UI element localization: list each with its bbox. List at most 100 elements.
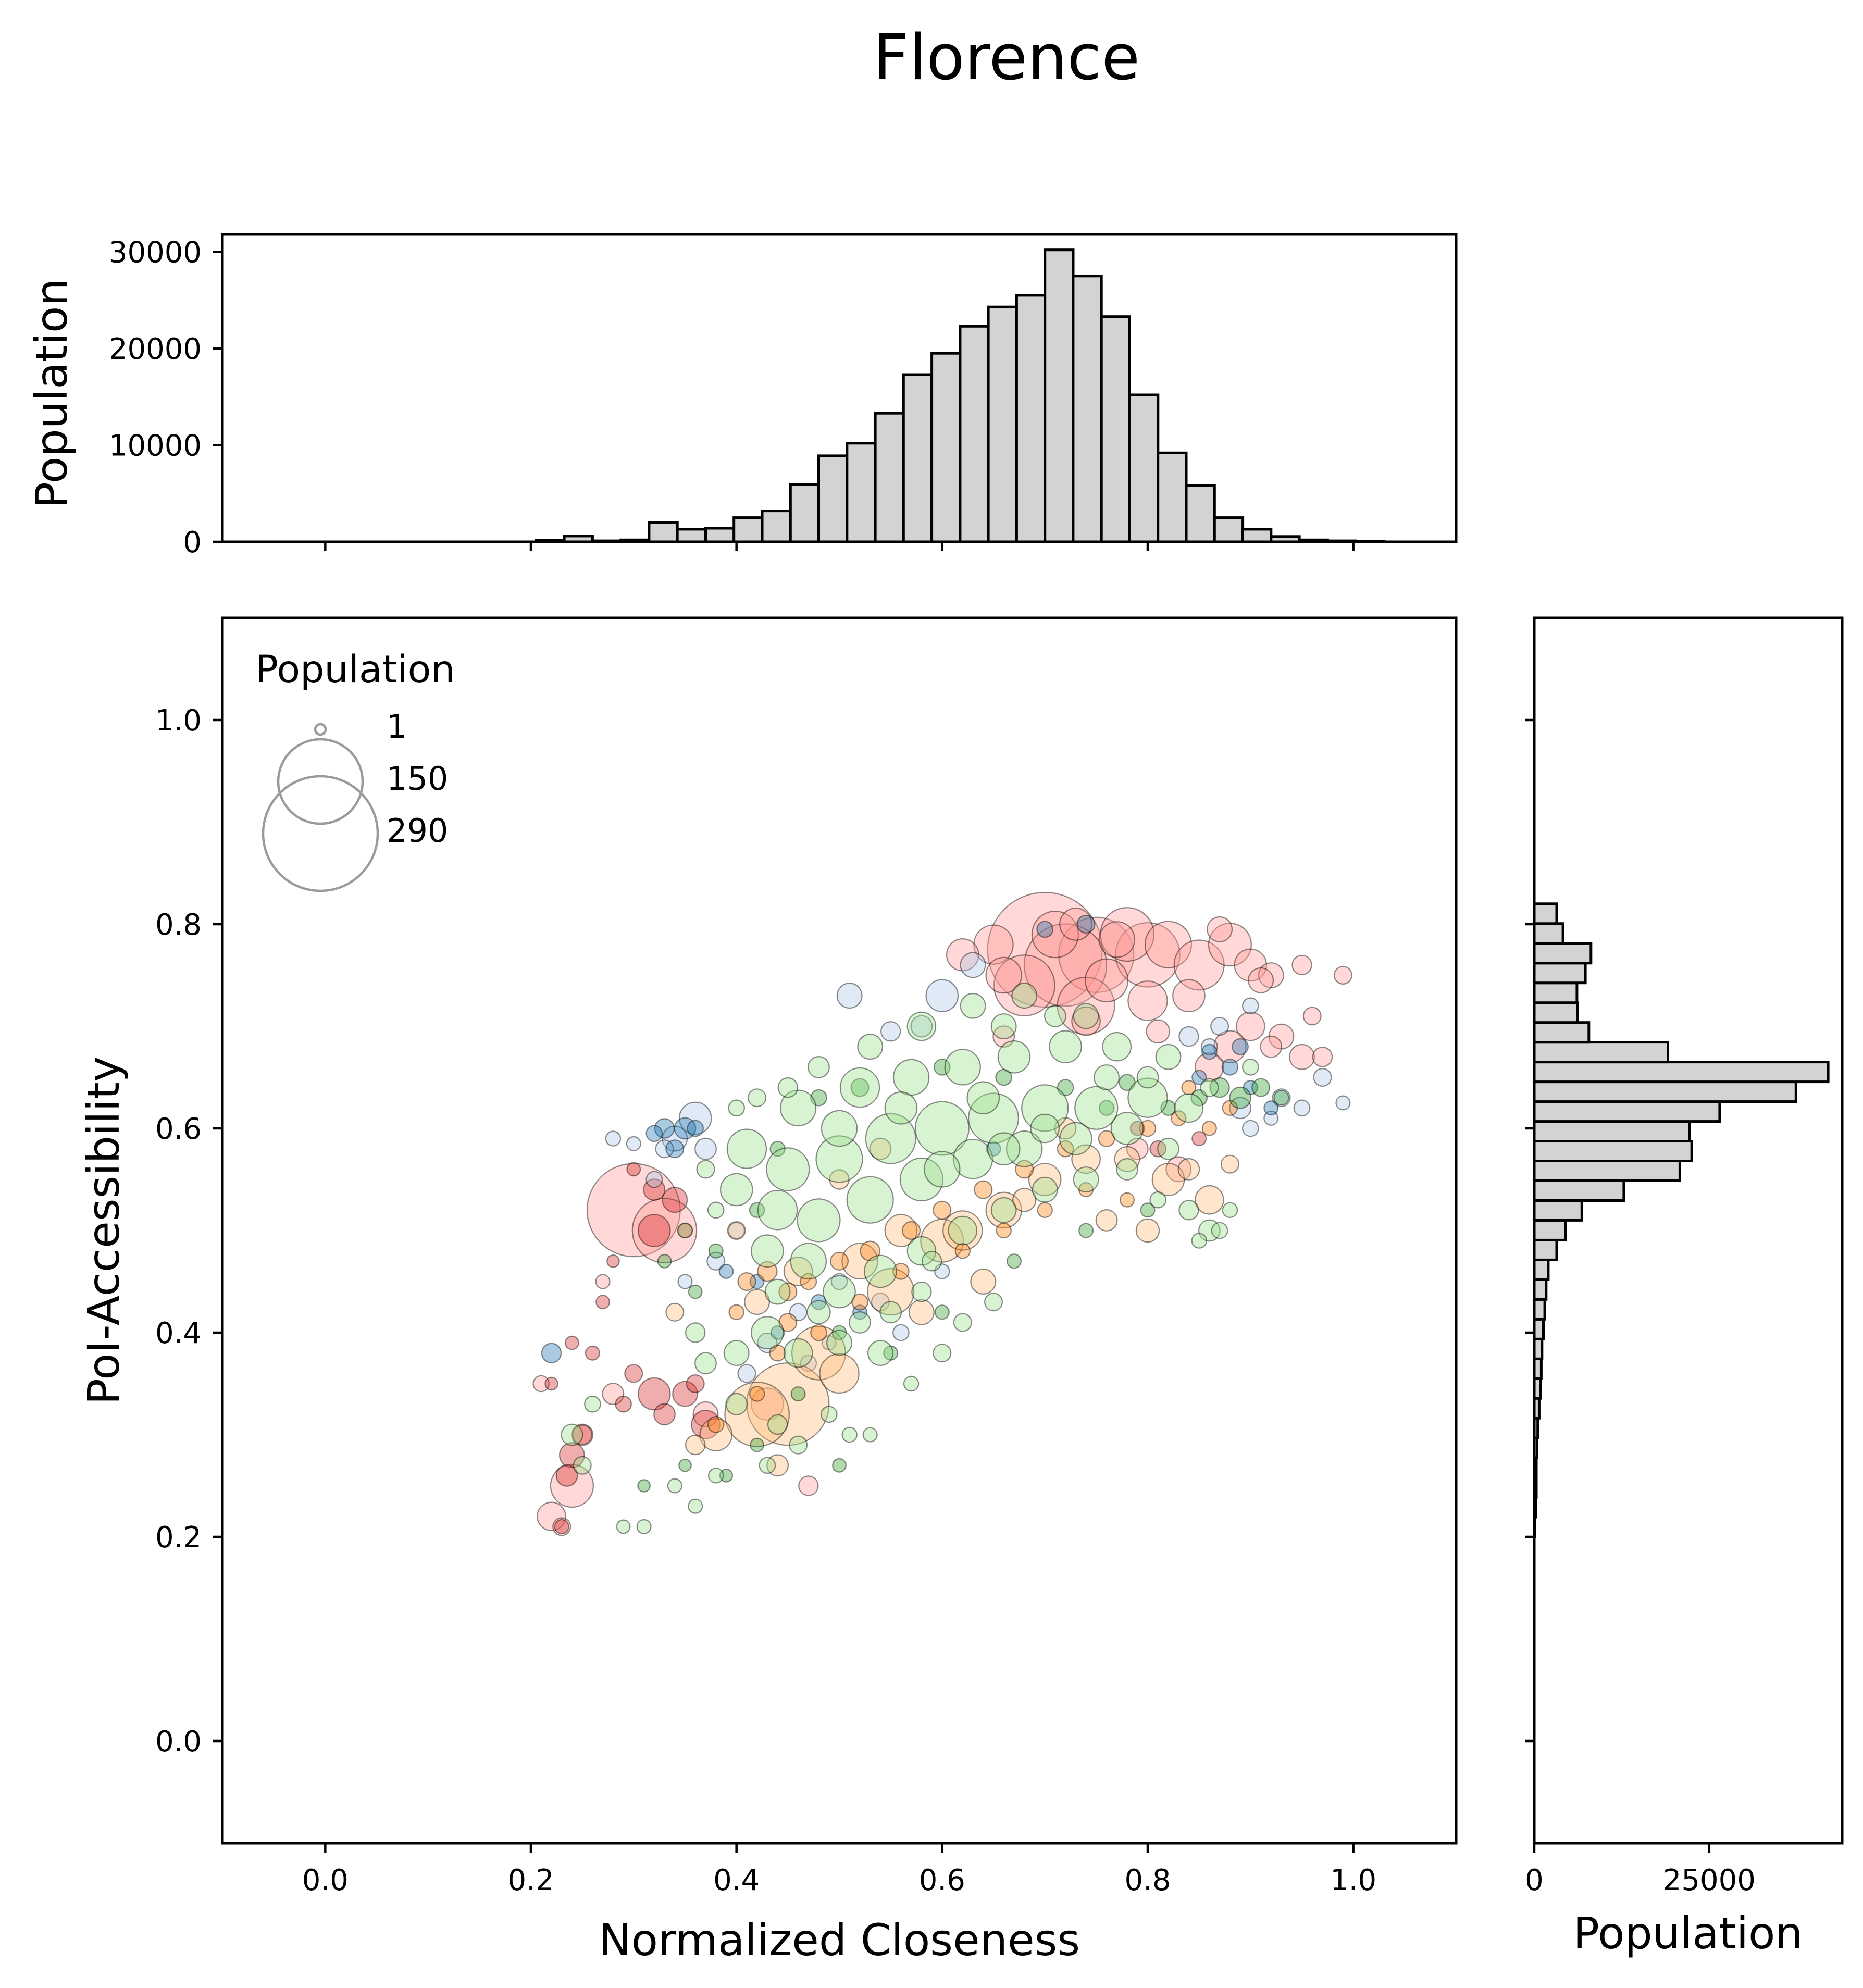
bubble-point bbox=[1201, 1038, 1218, 1055]
bubble-point bbox=[925, 979, 959, 1013]
top-histogram-bar bbox=[1157, 451, 1188, 543]
bubble-point bbox=[823, 1275, 856, 1309]
bubble-point bbox=[1181, 1080, 1197, 1096]
bubble-point bbox=[1160, 1100, 1176, 1116]
bubble-point bbox=[1095, 1209, 1118, 1232]
bubble-point bbox=[584, 1395, 601, 1413]
bubble-point bbox=[850, 1078, 870, 1097]
bubble-point bbox=[1021, 1084, 1069, 1132]
bubble-point bbox=[790, 1386, 806, 1402]
top-histogram-bar bbox=[817, 454, 849, 543]
bubble-point bbox=[708, 1243, 724, 1259]
scatter-y-tick-label: 0.4 bbox=[155, 1316, 202, 1350]
top-histogram-bar bbox=[789, 483, 821, 543]
top-histogram-bar bbox=[987, 305, 1018, 543]
bubble-point bbox=[595, 1295, 610, 1310]
bubble-point bbox=[841, 1242, 878, 1279]
bubble-scatter-plot: 0.0 0.2 0.4 0.6 0.8 1.0 0.0 0.2 0.4 0.6 0.8 1.0 No… bbox=[78, 616, 1458, 1966]
bubble-point bbox=[552, 1517, 572, 1536]
scatter-x-tick-label: 0.4 bbox=[713, 1863, 760, 1897]
right-histogram-bar bbox=[1533, 1258, 1550, 1281]
bubble-point bbox=[1191, 1233, 1207, 1249]
bubble-point bbox=[783, 1338, 813, 1368]
scatter-x-tick-label: 0.8 bbox=[1124, 1863, 1171, 1897]
bubble-point bbox=[1059, 1122, 1092, 1155]
top-histogram-bar bbox=[1044, 249, 1075, 543]
bubble-point bbox=[779, 1089, 817, 1126]
bubble-point bbox=[1094, 1064, 1120, 1090]
bubble-point bbox=[685, 1322, 706, 1343]
bubble-point bbox=[1289, 1043, 1315, 1070]
top-histogram-bar bbox=[902, 373, 934, 543]
bubble-point bbox=[821, 1110, 858, 1147]
size-legend: Population 1 150 290 bbox=[255, 648, 455, 892]
bubble-point bbox=[1242, 997, 1259, 1015]
bubble-point bbox=[906, 1236, 937, 1266]
bubble-point bbox=[1071, 1144, 1101, 1174]
bubble-point bbox=[1172, 979, 1206, 1013]
bubble-point bbox=[636, 1519, 652, 1534]
bubble-point bbox=[1120, 1192, 1135, 1208]
bubble-point bbox=[677, 1222, 693, 1239]
bubble-point bbox=[1272, 1088, 1291, 1108]
bubble-point bbox=[759, 1457, 776, 1474]
bubble-point bbox=[688, 1284, 703, 1299]
top-histogram-bar bbox=[1128, 393, 1160, 543]
bubble-point bbox=[561, 1423, 583, 1446]
right-histogram-bar bbox=[1533, 922, 1564, 945]
bubble-point bbox=[892, 1059, 930, 1096]
scatter-x-tick-label: 1.0 bbox=[1330, 1863, 1376, 1897]
bubble-point bbox=[1211, 1222, 1228, 1239]
bubble-point bbox=[657, 1253, 672, 1269]
bubble-point bbox=[1333, 965, 1352, 985]
bubble-point bbox=[1201, 1043, 1218, 1060]
bubble-point bbox=[1135, 1218, 1160, 1243]
bubble-point bbox=[1213, 1030, 1247, 1064]
bubble-point bbox=[839, 1067, 880, 1108]
bubble-point bbox=[1073, 1003, 1099, 1029]
bubble-point bbox=[800, 1273, 817, 1290]
bubble-point bbox=[777, 1077, 799, 1098]
size-legend-marker-1 bbox=[314, 723, 327, 736]
bubble-point bbox=[1049, 1030, 1082, 1064]
bubble-point bbox=[1059, 908, 1092, 941]
bubble-point bbox=[573, 1456, 592, 1475]
bubble-point bbox=[946, 938, 979, 972]
bubble-point bbox=[672, 1381, 698, 1407]
size-legend-title: Population bbox=[255, 648, 455, 692]
bubble-point bbox=[985, 1191, 1022, 1228]
bubble-point bbox=[992, 1025, 1015, 1048]
bubble-point bbox=[723, 1340, 750, 1366]
scatter-y-tick-label: 1.0 bbox=[155, 704, 202, 738]
top-histogram-bar bbox=[846, 442, 877, 543]
bubble-point bbox=[1028, 1163, 1062, 1196]
bubble-point bbox=[860, 1240, 880, 1261]
right-histogram-bar bbox=[1533, 1298, 1546, 1321]
right-histogram-x-axis-label: Population bbox=[1573, 1908, 1803, 1959]
bubble-point bbox=[914, 1101, 970, 1156]
bubble-point bbox=[933, 1200, 952, 1220]
bubble-point bbox=[766, 1454, 789, 1477]
bubble-point bbox=[808, 1055, 830, 1078]
bubble-point bbox=[960, 952, 986, 978]
bubble-point bbox=[1078, 1223, 1094, 1238]
bubble-point bbox=[1115, 922, 1181, 988]
size-legend-marker-290 bbox=[262, 775, 379, 892]
bubble-point bbox=[544, 1376, 558, 1391]
bubble-point bbox=[615, 1395, 632, 1413]
bubble-point bbox=[728, 1304, 744, 1320]
top-histogram-y-tick-label: 10000 bbox=[109, 429, 202, 463]
bubble-point bbox=[726, 1128, 767, 1169]
bubble-point bbox=[970, 1269, 997, 1295]
bubble-point bbox=[948, 1215, 978, 1246]
bubble-point bbox=[821, 1406, 838, 1423]
scatter-y-tick-label: 0.6 bbox=[155, 1112, 202, 1146]
bubble-point bbox=[751, 1316, 784, 1349]
bubble-point bbox=[789, 1303, 808, 1322]
bubble-point bbox=[1200, 1078, 1219, 1097]
bubble-point bbox=[995, 1068, 1012, 1086]
bubble-point bbox=[550, 1463, 594, 1508]
bubble-point bbox=[1155, 1043, 1182, 1070]
bubble-point bbox=[902, 1221, 921, 1240]
bubble-point bbox=[719, 1173, 753, 1207]
